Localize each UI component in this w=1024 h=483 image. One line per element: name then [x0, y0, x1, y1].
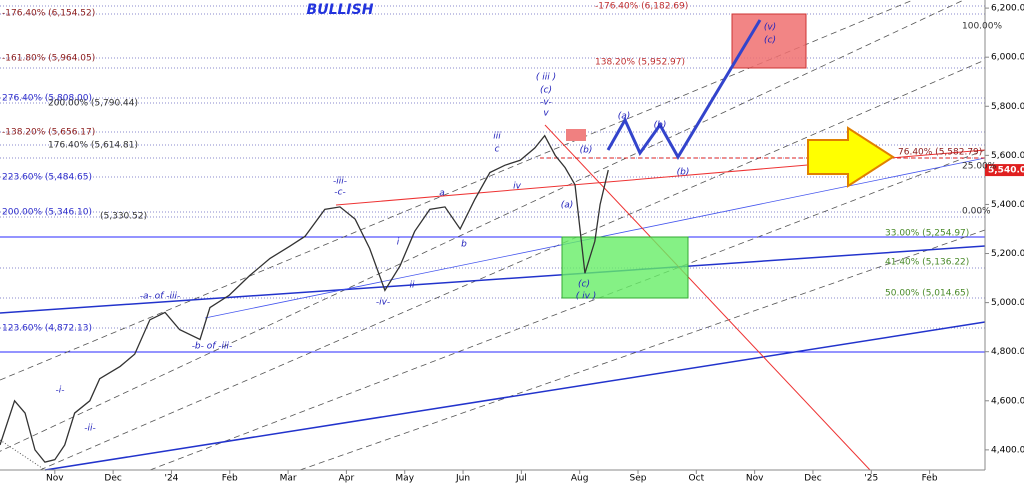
annotation: ( iv ): [576, 292, 597, 302]
annotation: -138.20% (5,656.17): [2, 128, 95, 138]
x-tick-label: Mar: [280, 474, 297, 483]
x-tick-label: Jun: [455, 474, 470, 483]
x-tick-label: Feb: [922, 474, 938, 483]
annotation: (c): [578, 280, 590, 290]
annotation: (c): [764, 36, 776, 46]
annotation: -iv-: [376, 298, 390, 308]
annotation: c: [495, 145, 500, 155]
x-tick-label: Dec: [104, 474, 121, 483]
y-tick-label: 4,800.00: [991, 347, 1024, 357]
annotation: i: [397, 238, 400, 248]
channel-line: [299, 229, 986, 471]
x-tick-label: Oct: [689, 474, 705, 483]
channel-line: [149, 149, 986, 471]
annotation: 100.00%: [962, 22, 1002, 32]
price-tag: [985, 164, 1024, 177]
x-tick-label: Jul: [515, 474, 527, 483]
annotation: -v-: [540, 98, 552, 108]
annotation: (b): [654, 121, 667, 131]
annotation: -iii-: [333, 177, 347, 187]
annotation: 50.00% (5,014.65): [885, 289, 969, 299]
trend-line: [0, 439, 46, 471]
annotation: 123.60% (4,872.13): [2, 324, 92, 334]
annotation: (5,330.52): [100, 212, 147, 222]
y-tick-label: 5,600.00: [991, 151, 1024, 161]
channel-line: [0, 0, 965, 452]
y-tick-label: 5,400.00: [991, 200, 1024, 210]
annotation: -a- of -iii-: [140, 292, 180, 302]
x-tick-label: May: [395, 474, 414, 483]
annotation: -ii-: [84, 424, 96, 434]
annotation: -176.40% (6,154.52): [2, 9, 95, 19]
channel-line: [39, 59, 986, 471]
annotation: ( iii ): [536, 73, 556, 83]
annotation: -c-: [334, 188, 345, 198]
y-tick-label: 5,000.00: [991, 298, 1024, 308]
annotation: b: [461, 240, 467, 250]
annotation: 176.40% (5,614.81): [48, 141, 138, 151]
x-tick-label: Nov: [746, 474, 764, 483]
channel-line: [0, 0, 914, 381]
annotation: 0.00%: [962, 207, 991, 217]
projection: [606, 19, 762, 160]
annotation: -i-: [56, 386, 65, 396]
annotation: iv: [513, 182, 522, 192]
annotation: 25.00%: [962, 162, 997, 172]
x-tick-label: Nov: [46, 474, 64, 483]
annotation: 200.00% (5,790.44): [48, 99, 138, 109]
annotation: (b): [580, 146, 593, 156]
x-tick-label: '25: [864, 474, 878, 483]
annotation: (c): [540, 86, 552, 96]
trend-line: [0, 245, 986, 314]
annotation: a: [439, 189, 445, 199]
y-tick-label: 6,000.00: [991, 53, 1024, 63]
annotation: v: [543, 109, 549, 119]
y-tick-label: 5,200.00: [991, 249, 1024, 259]
x-tick-label: '24: [164, 474, 178, 483]
chart-title: BULLISH: [307, 2, 374, 18]
price-tag-label: 5,540.00: [988, 166, 1024, 176]
annotation: ii: [409, 281, 415, 291]
trend-line: [44, 321, 986, 471]
x-tick-label: Dec: [804, 474, 821, 483]
drawings: [0, 0, 986, 471]
y-tick-label: 5,800.00: [991, 102, 1024, 112]
y-tick-label: 4,400.00: [991, 445, 1024, 455]
annotation: 76.40% (5,582.79): [898, 148, 982, 158]
annotation: -161.80% (5,964.05): [2, 54, 95, 64]
price-line: [0, 134, 609, 463]
y-tick-label: 4,600.00: [991, 396, 1024, 406]
y-tick-label: 6,200.00: [991, 4, 1024, 14]
marker-box: [566, 129, 586, 141]
annotation: (a): [618, 112, 631, 122]
arrow: [807, 126, 895, 188]
annotation: (b): [677, 168, 690, 178]
annotation: 41.40% (5,136.22): [885, 258, 969, 268]
annotation: -176.40% (6,182.69): [595, 2, 688, 12]
annotation: 33.00% (5,254.97): [885, 229, 969, 239]
annotation: 138.20% (5,952.97): [595, 58, 685, 68]
x-tick-label: Feb: [222, 474, 238, 483]
annotation: iii: [493, 132, 501, 142]
x-tick-label: Apr: [339, 474, 355, 483]
annotation: (v): [764, 23, 776, 33]
x-tick-label: Aug: [571, 474, 589, 483]
trend-line: [544, 124, 871, 471]
annotation: 200.00% (5,346.10): [2, 208, 92, 218]
annotation: (a): [561, 201, 574, 211]
annotation: 223.60% (5,484.65): [2, 173, 92, 183]
annotation: -b- of -iii-: [192, 342, 233, 352]
annotation: 276.40% (5,808.00): [2, 94, 92, 104]
plot-area: [0, 0, 985, 470]
support-box: [561, 236, 689, 299]
x-tick-label: Sep: [630, 474, 647, 483]
target-box: [731, 13, 807, 69]
